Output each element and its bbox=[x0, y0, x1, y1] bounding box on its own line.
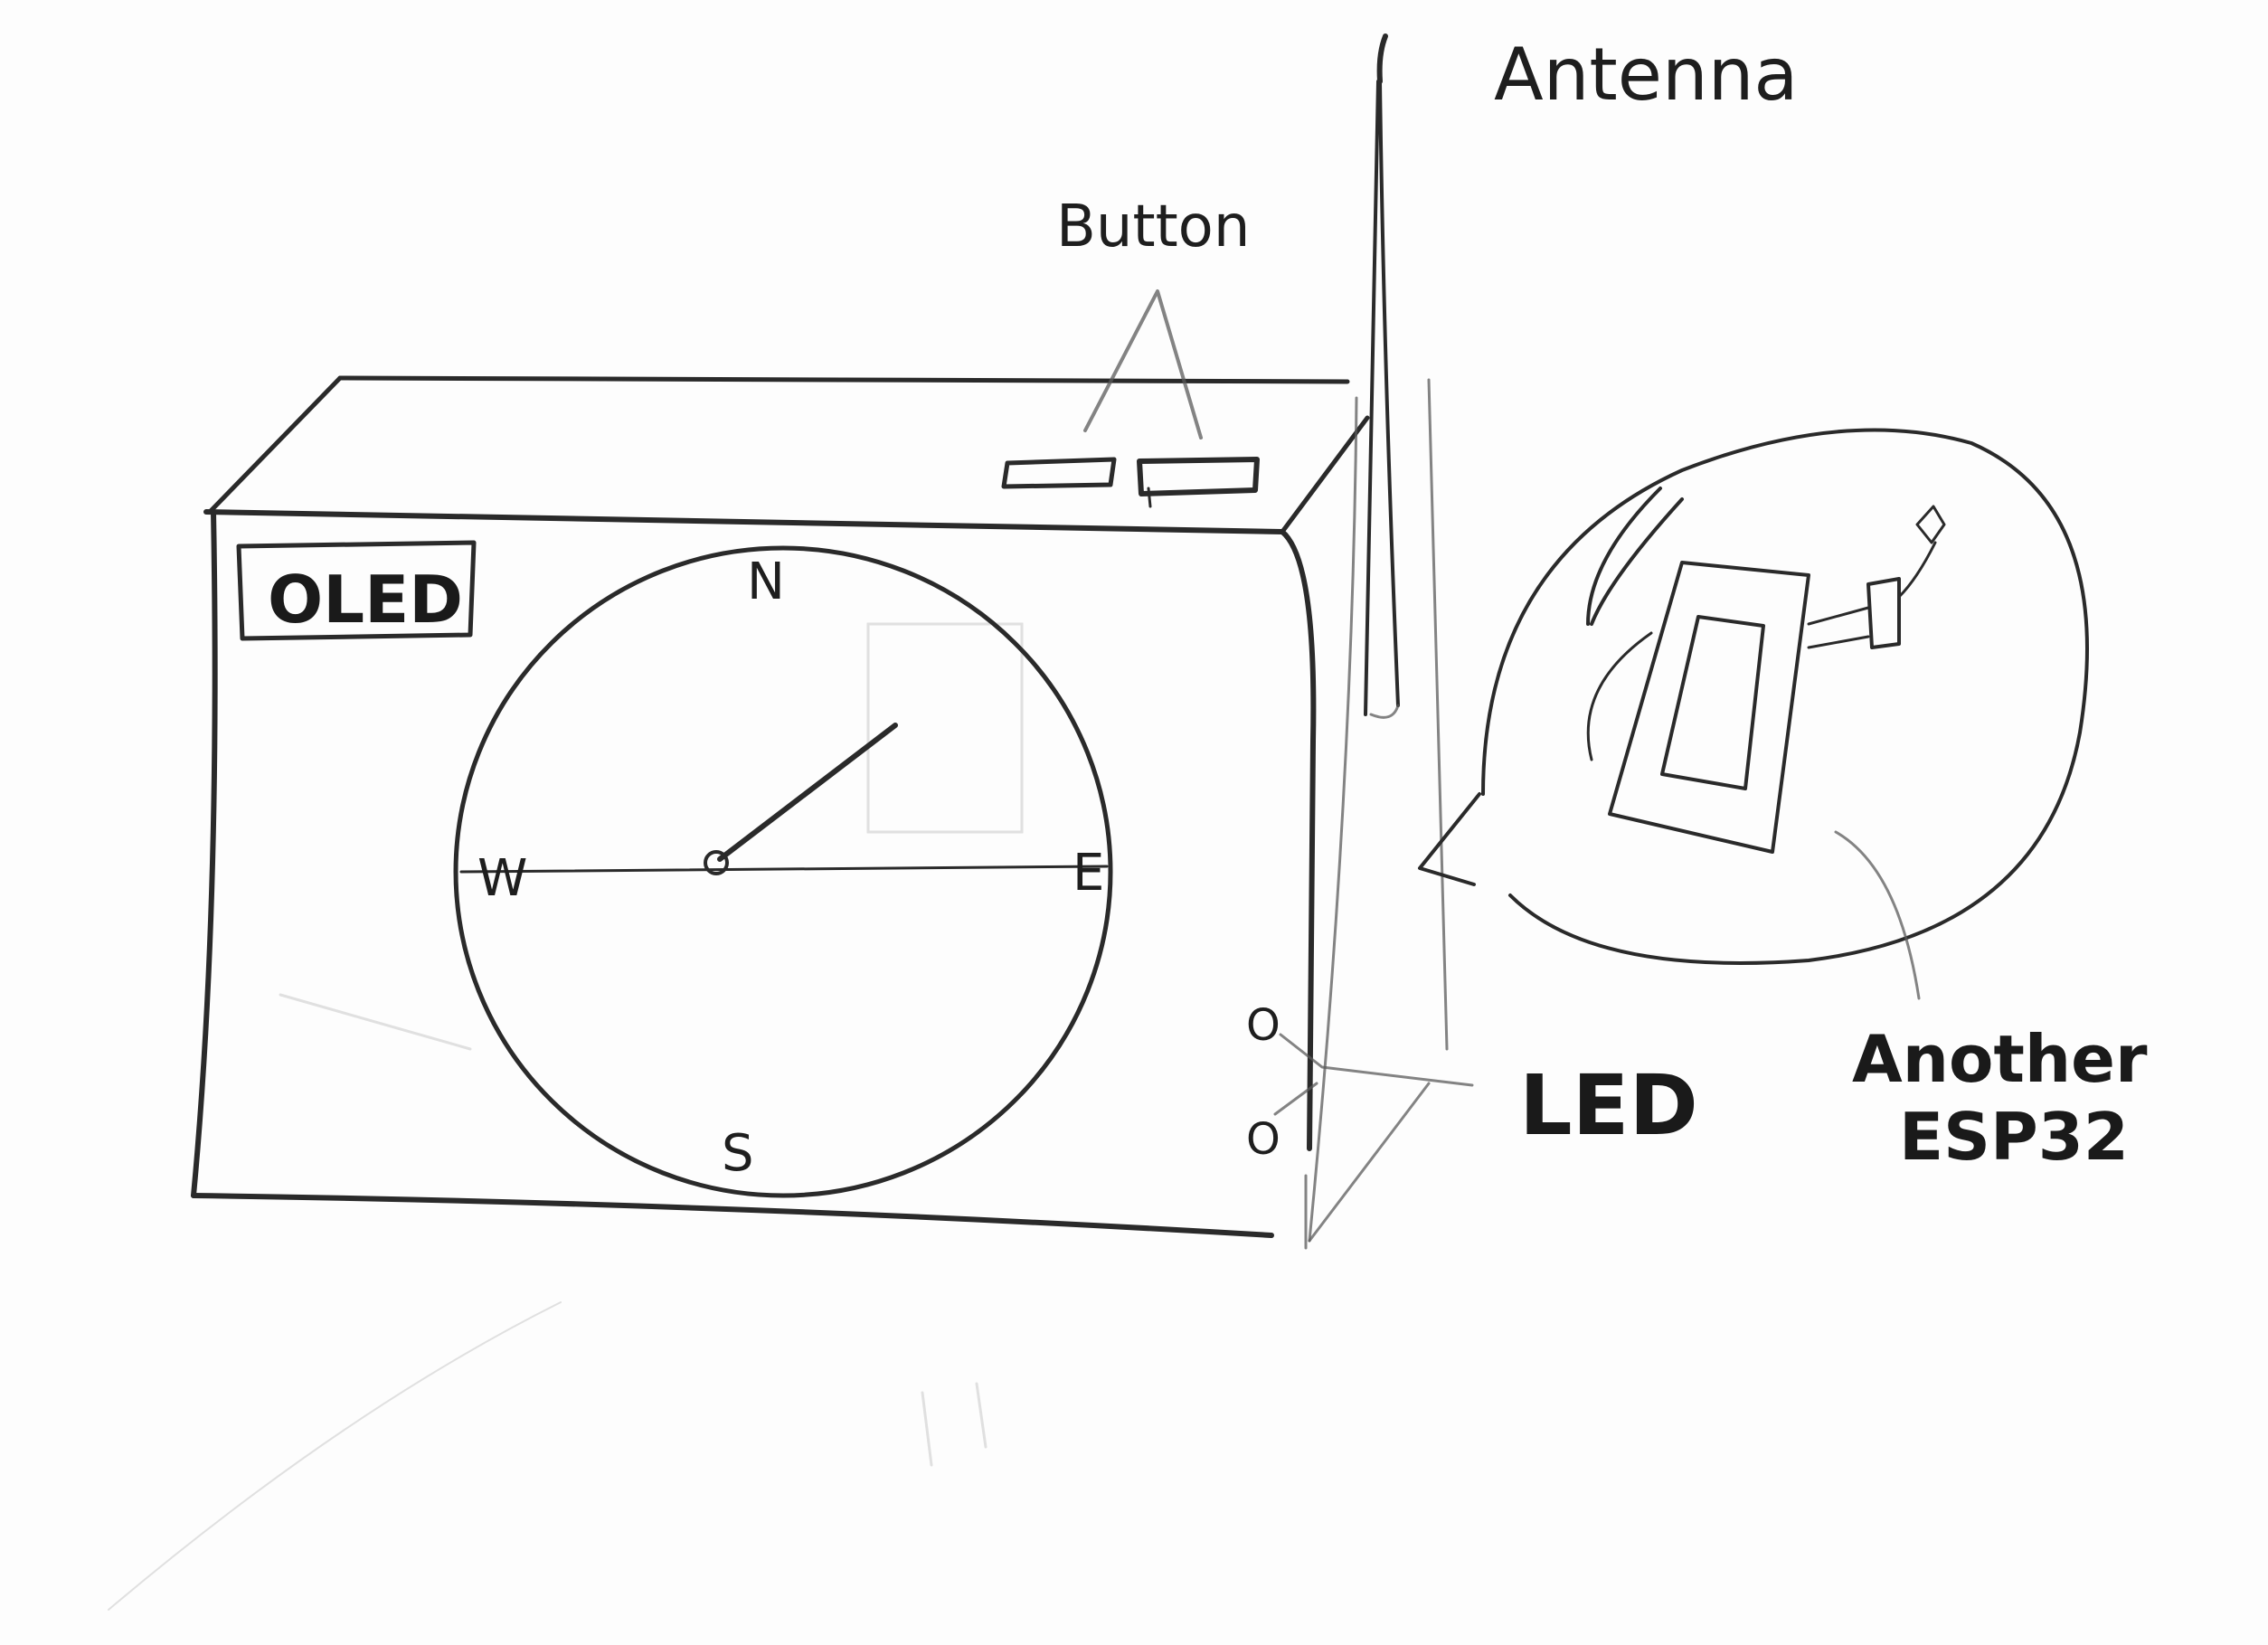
led-marker-bottom: O bbox=[1246, 1114, 1280, 1165]
antenna: Antenna bbox=[1364, 33, 1798, 719]
top-buttons: Button bbox=[1001, 194, 1260, 508]
oled-label: OLED bbox=[268, 562, 463, 638]
compass-east-label: E bbox=[1073, 844, 1104, 903]
device-body bbox=[191, 375, 1431, 1250]
esp32-board-sketch bbox=[1586, 487, 1946, 854]
led-label: LED bbox=[1519, 1057, 1698, 1154]
button-label: Button bbox=[1056, 194, 1250, 260]
compass-dial: N S E W bbox=[453, 545, 1113, 1198]
compass-south-label: S bbox=[722, 1124, 754, 1183]
compass-north-label: N bbox=[747, 553, 785, 611]
background-ghost-marks bbox=[108, 622, 1024, 1611]
led-indicators: O O LED bbox=[1246, 1000, 1698, 1165]
oled-label-box: OLED bbox=[236, 540, 477, 641]
another-label-line1: Another bbox=[1852, 1021, 2148, 1097]
another-esp32-bubble: Another ESP32 bbox=[1418, 428, 2148, 1175]
compass-west-label: W bbox=[477, 849, 527, 908]
antenna-label: Antenna bbox=[1494, 33, 1798, 117]
side-panel bbox=[1427, 378, 1449, 1051]
led-marker-top: O bbox=[1246, 1000, 1280, 1051]
another-label-line2: ESP32 bbox=[1899, 1099, 2129, 1175]
